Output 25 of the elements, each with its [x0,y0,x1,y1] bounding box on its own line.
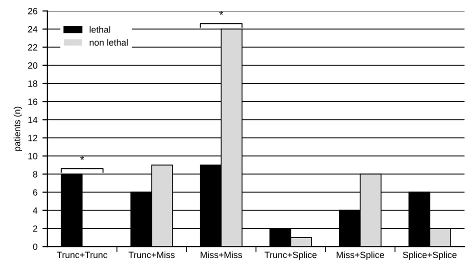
y-axis-title: patients (n) [14,106,22,151]
y-tick-label: 20 [28,62,38,69]
y-tick-label: 2 [33,225,38,232]
y-tick-label: 26 [28,8,38,14]
y-tick-label: 16 [28,98,38,105]
y-tick-label: 10 [28,152,38,160]
x-tick-label: Miss+Splice [336,251,384,260]
x-tick-label: Trunc+Splice [264,251,317,260]
y-tick-label: 22 [28,44,38,50]
y-tick-label: 4 [32,207,38,214]
y-tick-label: 24 [28,26,38,32]
y-tick-label: 18 [28,80,38,87]
x-tick-label: Splice+Splice [402,251,457,260]
y-tick-label: 0 [33,244,38,250]
annotation: * [219,10,224,15]
legend-label: lethal [90,26,110,33]
y-tick-label: 12 [28,134,38,142]
legend-label: non lethal [90,39,128,46]
y-tick-label: 8 [33,171,38,178]
x-tick-label: Miss+Miss [200,251,242,258]
x-tick-label: Trunc+Miss [128,251,175,258]
y-tick-label: 6 [33,189,38,196]
x-tick-label: Trunc+Trunc [56,252,108,258]
annotation: * [80,156,84,160]
y-tick-label: 14 [28,116,38,123]
